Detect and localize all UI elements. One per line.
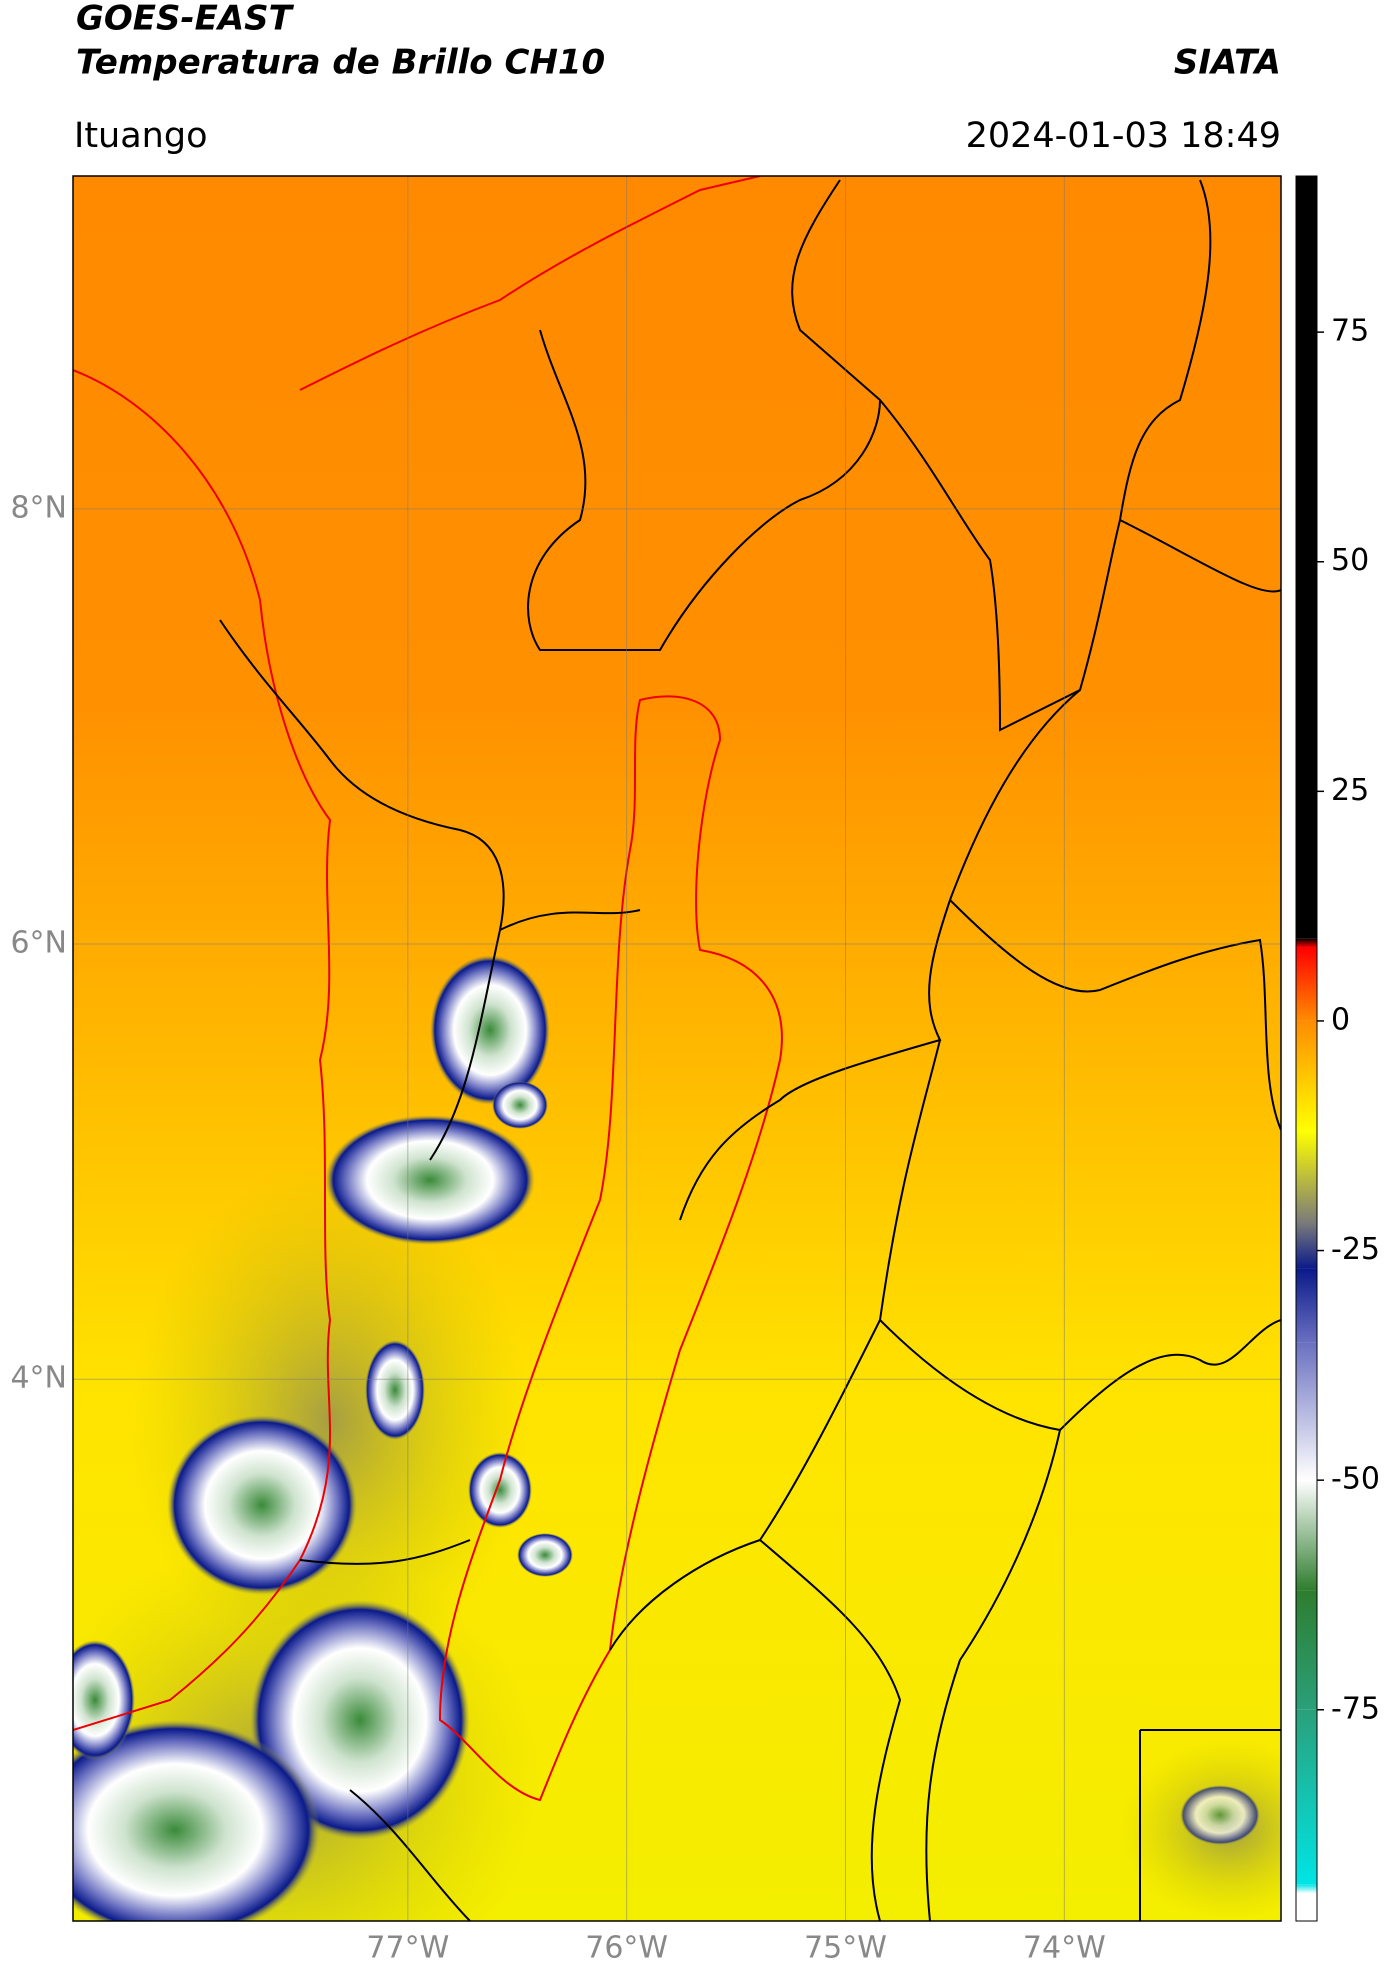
- source: SIATA: [1174, 43, 1281, 83]
- colorbar-segment: [1296, 1709, 1317, 1885]
- colorbar-segment: [1296, 1268, 1317, 1343]
- colorbar-tick-label: -25: [1331, 1232, 1380, 1267]
- colorbar-segment: [1296, 947, 1317, 1021]
- lon-label: 77°W: [366, 1931, 449, 1966]
- subtitle: Temperatura de Brillo CH10: [76, 43, 605, 83]
- colorbar-segment: [1296, 1342, 1317, 1481]
- lat-label: 8°N: [10, 490, 67, 525]
- region: Ituango: [74, 116, 208, 156]
- colorbar-segment: [1296, 1131, 1317, 1223]
- grid: 77°W 76°W 75°W 74°W 8°N 6°N 4°N: [10, 176, 1281, 1966]
- colorbar-tick-label: 50: [1331, 543, 1369, 578]
- lon-label: 75°W: [804, 1931, 887, 1966]
- colorbar-tick-label: -75: [1331, 1691, 1380, 1726]
- colorbar-frame: [1295, 175, 1318, 1922]
- colorbar-tick-label: 0: [1331, 1002, 1350, 1037]
- colorbar-segment: [1296, 1020, 1317, 1132]
- map-image: [73, 176, 1281, 1921]
- lon-label: 74°W: [1023, 1931, 1106, 1966]
- title: GOES-EAST: [76, 0, 295, 39]
- colorbar: 75 50 25 0 -25 -50 -75: [1295, 175, 1380, 1922]
- lat-label: 4°N: [10, 1361, 67, 1396]
- colorbar-tick-label: 75: [1331, 314, 1369, 349]
- colorbar-segment: [1296, 1893, 1317, 1921]
- lat-label: 6°N: [10, 926, 67, 961]
- colorbar-segment: [1296, 1223, 1317, 1269]
- lon-label: 76°W: [585, 1931, 668, 1966]
- colorbar-segment: [1296, 938, 1317, 948]
- colorbar-segment: [1296, 1480, 1317, 1591]
- colorbar-segment: [1296, 1590, 1317, 1710]
- colorbar-segment: [1296, 176, 1317, 939]
- map-frame: [72, 175, 1282, 1922]
- colorbar-segment: [1296, 1884, 1317, 1894]
- colorbar-tick-label: 25: [1331, 773, 1369, 808]
- colorbar-tick-label: -50: [1331, 1462, 1380, 1497]
- datetime: 2024-01-03 18:49: [966, 116, 1281, 156]
